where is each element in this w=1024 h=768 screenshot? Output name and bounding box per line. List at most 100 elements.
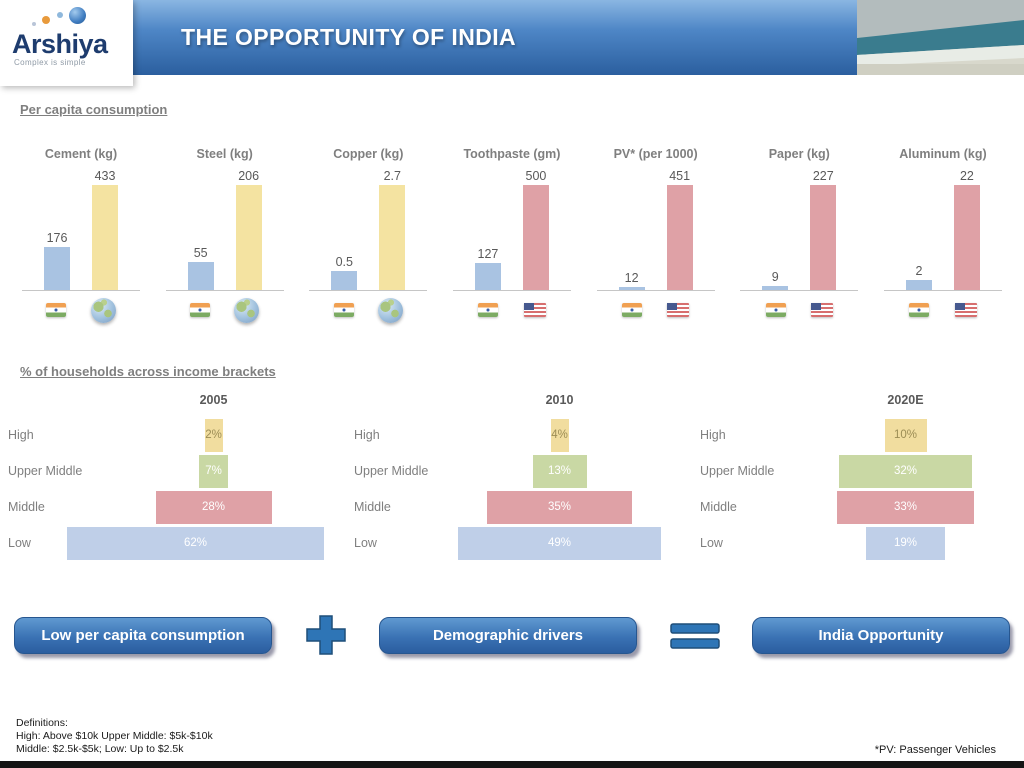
india-flag-icon (189, 303, 210, 317)
bracket-bar-area: 49% (449, 526, 670, 560)
india-bar (44, 247, 70, 290)
india-flag-icon (478, 303, 499, 317)
india-bar (331, 271, 358, 290)
bar-column: 500 (522, 169, 549, 290)
bracket-label: Low (700, 536, 723, 550)
definitions-line1: High: Above $10k Upper Middle: $5k-$10k (16, 729, 213, 742)
pyramid-row: Low 19% (700, 525, 1016, 561)
mini-chart-title: PV* (per 1000) (613, 147, 698, 161)
world-bar (92, 185, 118, 290)
usa-bar (810, 185, 837, 290)
bar-value-label: 176 (46, 231, 68, 245)
bracket-label: Upper Middle (8, 464, 83, 478)
bracket-bar: 2% (204, 418, 223, 452)
bottom-bar (0, 761, 1024, 768)
bracket-bar: 4% (550, 418, 569, 452)
bracket-bar-area: 62% (67, 526, 324, 560)
mini-chart-icons (166, 296, 284, 324)
pyramid-year-title: 2020E (887, 393, 924, 407)
slide-title: THE OPPORTUNITY OF INDIA (181, 24, 517, 50)
pyramid-row: High 2% (8, 417, 324, 453)
india-bar (187, 262, 214, 290)
pyramid-row: Middle 35% (354, 489, 670, 525)
bracket-bar-area: 19% (795, 526, 1016, 560)
usa-bar (953, 185, 980, 290)
bracket-bar: 28% (155, 490, 272, 524)
mini-bar-chart: Cement (kg) 176 433 (12, 129, 150, 324)
mini-chart-icons (597, 296, 715, 324)
india-bar (905, 280, 932, 290)
mini-chart-plot: 12 451 (596, 165, 715, 291)
bar-value-label: 500 (525, 169, 547, 183)
mini-chart-plot: 127 500 (452, 165, 571, 291)
bracket-bar: 13% (532, 454, 587, 488)
usa-flag-icon (523, 303, 546, 317)
mini-chart-title: Steel (kg) (196, 147, 253, 161)
mini-chart-plot: 176 433 (22, 165, 140, 291)
bracket-bar-area: 35% (449, 490, 670, 524)
world-bar (379, 185, 406, 290)
income-brackets-section: % of households across income brackets 2… (0, 364, 1024, 561)
definitions-title: Definitions: (16, 716, 68, 729)
bar-value-label: 12 (624, 271, 639, 285)
bracket-label: Middle (700, 500, 737, 514)
definitions-line2: Middle: $2.5k-$5k; Low: Up to $2.5k (16, 742, 184, 755)
mini-chart-plot: 2 22 (883, 165, 1002, 291)
bar-column: 22 (953, 169, 980, 290)
mini-bar-chart: Paper (kg) 9 227 (730, 129, 868, 324)
bar-value-label: 55 (193, 246, 208, 260)
income-pyramid: 2020E High 10% Upper Middle 32% Middle (700, 393, 1016, 561)
pyramid-row: Low 62% (8, 525, 324, 561)
bracket-label: High (8, 428, 34, 442)
bracket-label: High (700, 428, 726, 442)
income-pyramid: 2005 High 2% Upper Middle 7% Middle (8, 393, 324, 561)
bar-column: 176 (44, 231, 70, 290)
india-bar (474, 263, 501, 290)
logo-text: Arshiya (12, 29, 108, 59)
usa-flag-icon (954, 303, 977, 317)
bracket-label: Low (354, 536, 377, 550)
logo-dot-icon (57, 12, 63, 18)
bracket-bar: 7% (199, 454, 228, 488)
bar-column: 433 (92, 169, 118, 290)
pyramid-row: High 4% (354, 417, 670, 453)
bracket-bar-area: 33% (795, 490, 1016, 524)
bar-column: 12 (618, 271, 645, 290)
definitions-note: Definitions: High: Above $10k Upper Midd… (16, 717, 213, 756)
section-title-income: % of households across income brackets (20, 364, 276, 379)
bracket-bar: 10% (884, 418, 927, 452)
low-per-capita-shape: Low per capita consumption (14, 616, 272, 654)
mini-chart-title: Cement (kg) (44, 147, 118, 161)
mini-chart-title: Toothpaste (gm) (463, 147, 561, 161)
bar-column: 2.7 (379, 169, 406, 290)
bar-value-label: 433 (94, 169, 116, 183)
warehouse-photo (857, 0, 1024, 75)
bracket-bar: 62% (67, 526, 324, 560)
logo-dot-icon (42, 16, 50, 24)
bar-value-label: 0.5 (335, 255, 353, 269)
pyramid-charts: 2005 High 2% Upper Middle 7% Middle (0, 393, 1024, 561)
bracket-bar-area: 10% (795, 418, 1016, 452)
logo-dot-icon (32, 22, 36, 26)
bracket-label: Upper Middle (700, 464, 775, 478)
globe-icon (377, 297, 403, 323)
mini-bar-chart: PV* (per 1000) 12 451 (587, 129, 725, 324)
mini-chart-icons (740, 296, 858, 324)
bracket-label: High (354, 428, 380, 442)
india-opportunity-shape: India Opportunity (752, 616, 1010, 654)
bar-value-label: 9 (771, 270, 779, 284)
pyramid-year-title: 2005 (199, 393, 228, 407)
india-bar (762, 286, 789, 290)
usa-bar (666, 185, 693, 290)
mini-bar-chart: Copper (kg) 0.5 2.7 (299, 129, 437, 324)
logo-tagline: Complex is simple (14, 58, 86, 67)
bar-value-label: 451 (669, 169, 691, 183)
bracket-label: Middle (354, 500, 391, 514)
bracket-bar: 35% (487, 490, 632, 524)
bracket-bar: 33% (837, 490, 974, 524)
per-capita-charts: Cement (kg) 176 433 Steel (kg) 55 206 Co… (0, 129, 1024, 324)
pyramid-row: Upper Middle 7% (8, 453, 324, 489)
bracket-label: Low (8, 536, 31, 550)
mini-chart-plot: 9 227 (740, 165, 859, 291)
